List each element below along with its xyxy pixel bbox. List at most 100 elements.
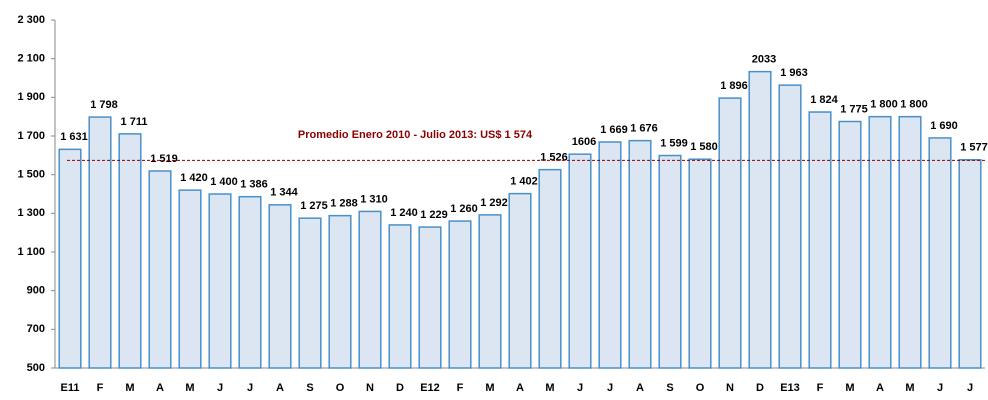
- bar: [328, 214, 352, 369]
- x-tick-label: N: [726, 382, 734, 394]
- value-label: 1 824: [810, 94, 838, 106]
- bar: [298, 217, 322, 369]
- value-label: 1 800: [900, 99, 928, 111]
- value-label: 1 800: [870, 99, 898, 111]
- y-tick-label: 1 300: [17, 207, 45, 219]
- x-tick-label: A: [156, 382, 164, 394]
- y-tick-label: 1 900: [17, 91, 45, 103]
- bar: [868, 115, 892, 369]
- x-tick-label: J: [967, 382, 973, 394]
- bar: [898, 115, 922, 369]
- bar: [418, 226, 442, 369]
- value-label: 1 896: [720, 80, 748, 92]
- bar: [448, 220, 472, 369]
- x-tick-label: M: [845, 382, 854, 394]
- value-label: 1 310: [360, 193, 388, 205]
- y-tick-label: 500: [27, 362, 45, 374]
- bar: [658, 154, 682, 369]
- x-tick-label: J: [937, 382, 943, 394]
- x-tick-label: F: [97, 382, 104, 394]
- value-label: 1 690: [930, 120, 958, 132]
- value-label: 1 526: [540, 152, 568, 164]
- bar: [718, 97, 742, 369]
- x-tick-label: A: [516, 382, 524, 394]
- x-tick-label: J: [577, 382, 583, 394]
- bar: [838, 120, 862, 369]
- bar: [928, 137, 952, 369]
- bar: [118, 133, 142, 369]
- bar: [598, 141, 622, 369]
- reference-label: Promedio Enero 2010 - Julio 2013: US$ 1 …: [298, 129, 533, 141]
- x-tick-label: O: [696, 382, 705, 394]
- value-label: 1 275: [300, 200, 328, 212]
- bar: [628, 139, 652, 369]
- bar: [178, 189, 202, 369]
- value-label: 1 775: [840, 103, 868, 115]
- bar: [58, 148, 82, 369]
- value-label: 1 631: [60, 131, 88, 143]
- x-tick-label: J: [247, 382, 253, 394]
- x-tick-label: F: [817, 382, 824, 394]
- value-label: 1606: [572, 136, 596, 148]
- x-tick-label: D: [396, 382, 404, 394]
- value-label: 1 676: [630, 123, 658, 135]
- value-label: 1 519: [150, 153, 178, 165]
- value-label: 1 240: [390, 207, 418, 219]
- bar: [538, 168, 562, 369]
- x-tick-label: J: [607, 382, 613, 394]
- x-tick-label: M: [905, 382, 914, 394]
- value-label: 1 669: [600, 124, 628, 136]
- value-label: 1 420: [180, 172, 208, 184]
- bar: [568, 153, 592, 369]
- value-label: 1 711: [121, 116, 148, 128]
- value-label: 1 288: [330, 198, 358, 210]
- value-label: 1 292: [480, 197, 508, 209]
- bar: [478, 214, 502, 369]
- value-label: 1 402: [510, 176, 538, 188]
- x-tick-label: D: [756, 382, 764, 394]
- bar: [808, 111, 832, 369]
- x-tick-label: O: [336, 382, 345, 394]
- value-label: 1 400: [210, 176, 238, 188]
- value-label: 1 386: [240, 179, 268, 191]
- y-tick-label: 1 500: [17, 169, 45, 181]
- x-tick-label: S: [666, 382, 673, 394]
- y-tick-label: 700: [27, 323, 45, 335]
- bar: [238, 195, 262, 369]
- y-tick-label: 2 100: [17, 53, 45, 65]
- value-label: 1 229: [420, 209, 448, 221]
- x-tick-label: M: [185, 382, 194, 394]
- value-label: 1 963: [780, 67, 808, 79]
- x-tick-label: N: [366, 382, 374, 394]
- x-tick-label: J: [217, 382, 223, 394]
- value-label: 1 260: [450, 203, 478, 215]
- value-label: 1 344: [270, 187, 298, 199]
- x-tick-label: M: [545, 382, 554, 394]
- bar: [778, 84, 802, 369]
- bar: [388, 224, 412, 369]
- value-label: 2033: [752, 54, 776, 66]
- x-tick-label: E11: [61, 382, 80, 394]
- value-label: 1 798: [90, 99, 118, 111]
- value-label: 1 580: [690, 141, 718, 153]
- bar: [148, 170, 172, 369]
- value-label: 1 599: [660, 137, 688, 149]
- x-tick-label: A: [876, 382, 884, 394]
- bar: [358, 210, 382, 369]
- x-tick-label: A: [276, 382, 284, 394]
- bar: [508, 192, 532, 369]
- x-tick-label: M: [125, 382, 134, 394]
- bar: [748, 70, 772, 369]
- x-tick-label: M: [485, 382, 494, 394]
- x-tick-label: E12: [420, 382, 440, 394]
- x-tick-label: F: [457, 382, 464, 394]
- x-tick-label: S: [306, 382, 313, 394]
- y-tick-label: 1 100: [17, 246, 45, 258]
- y-tick-label: 2 300: [17, 14, 45, 26]
- x-tick-label: E13: [780, 382, 800, 394]
- x-tick-label: A: [636, 382, 644, 394]
- bar: [958, 159, 982, 369]
- bar: [208, 193, 232, 369]
- bar: [268, 204, 292, 369]
